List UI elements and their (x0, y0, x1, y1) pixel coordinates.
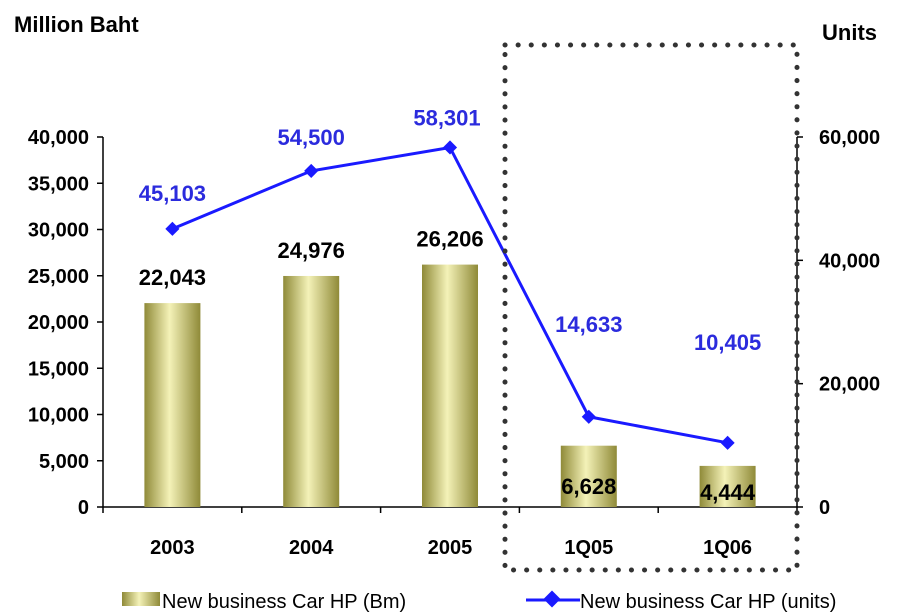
legend-bar-label: New business Car HP (Bm) (162, 591, 406, 613)
x-tick-label: 2005 (428, 537, 473, 559)
right-axis: 0 20,000 40,000 60,000 (796, 127, 880, 519)
bar (699, 465, 756, 507)
bar-series (144, 264, 756, 507)
line-point (304, 163, 319, 178)
bar-data-labels: 22,043 24,976 26,206 6,628 4,444 (139, 227, 756, 505)
bar (422, 264, 478, 507)
right-tick-label: 40,000 (819, 250, 880, 272)
left-tick-label: 25,000 (28, 266, 89, 288)
right-tick-label: 0 (819, 497, 830, 519)
line-data-labels: 45,103 54,500 58,301 14,633 10,405 (139, 105, 761, 354)
x-axis-labels: 2003 2004 2005 1Q05 1Q06 (150, 537, 752, 559)
bar-data-label: 22,043 (139, 265, 206, 290)
left-tick-label: 15,000 (28, 358, 89, 380)
line-point (720, 435, 735, 450)
bar-data-label: 24,976 (278, 238, 345, 263)
line-series (165, 140, 735, 450)
line-point (442, 140, 458, 155)
line-data-label: 54,500 (278, 125, 345, 150)
left-tick-label: 40,000 (28, 127, 89, 149)
bar-data-label: 26,206 (416, 227, 483, 252)
x-tick-label: 2003 (150, 537, 195, 559)
x-tick-label: 1Q05 (564, 537, 613, 559)
bar-data-label: 4,444 (700, 480, 756, 505)
right-tick-label: 60,000 (819, 127, 880, 149)
legend-bar-swatch (122, 592, 160, 606)
line-data-label: 58,301 (413, 105, 480, 130)
x-tick-label: 2004 (289, 537, 334, 559)
bar (283, 275, 340, 507)
legend-line-label: New business Car HP (units) (580, 591, 836, 613)
right-axis-title: Units (822, 20, 877, 45)
line-data-label: 45,103 (139, 181, 206, 206)
highlight-box (502, 42, 800, 573)
left-tick-label: 35,000 (28, 173, 89, 195)
bar (144, 303, 201, 507)
legend-line-marker (543, 590, 561, 608)
left-axis-title: Million Baht (14, 12, 139, 37)
left-tick-label: 0 (78, 497, 89, 519)
line-point (581, 409, 596, 424)
x-tick-label: 1Q06 (703, 537, 752, 559)
left-tick-label: 10,000 (28, 405, 89, 427)
bar-data-label: 6,628 (561, 474, 616, 499)
left-axis: 0 5,000 10,000 15,000 20,000 25,000 30,000 35,0… (28, 127, 798, 519)
line-data-label: 14,633 (555, 312, 622, 337)
left-tick-label: 20,000 (28, 312, 89, 334)
left-tick-label: 5,000 (39, 451, 89, 473)
bar (560, 445, 617, 507)
legend: New business Car HP (Bm) New business Ca… (122, 590, 836, 613)
left-tick-label: 30,000 (28, 220, 89, 242)
right-tick-label: 20,000 (819, 374, 880, 396)
line-data-label: 10,405 (694, 330, 761, 355)
line-point (165, 221, 180, 236)
